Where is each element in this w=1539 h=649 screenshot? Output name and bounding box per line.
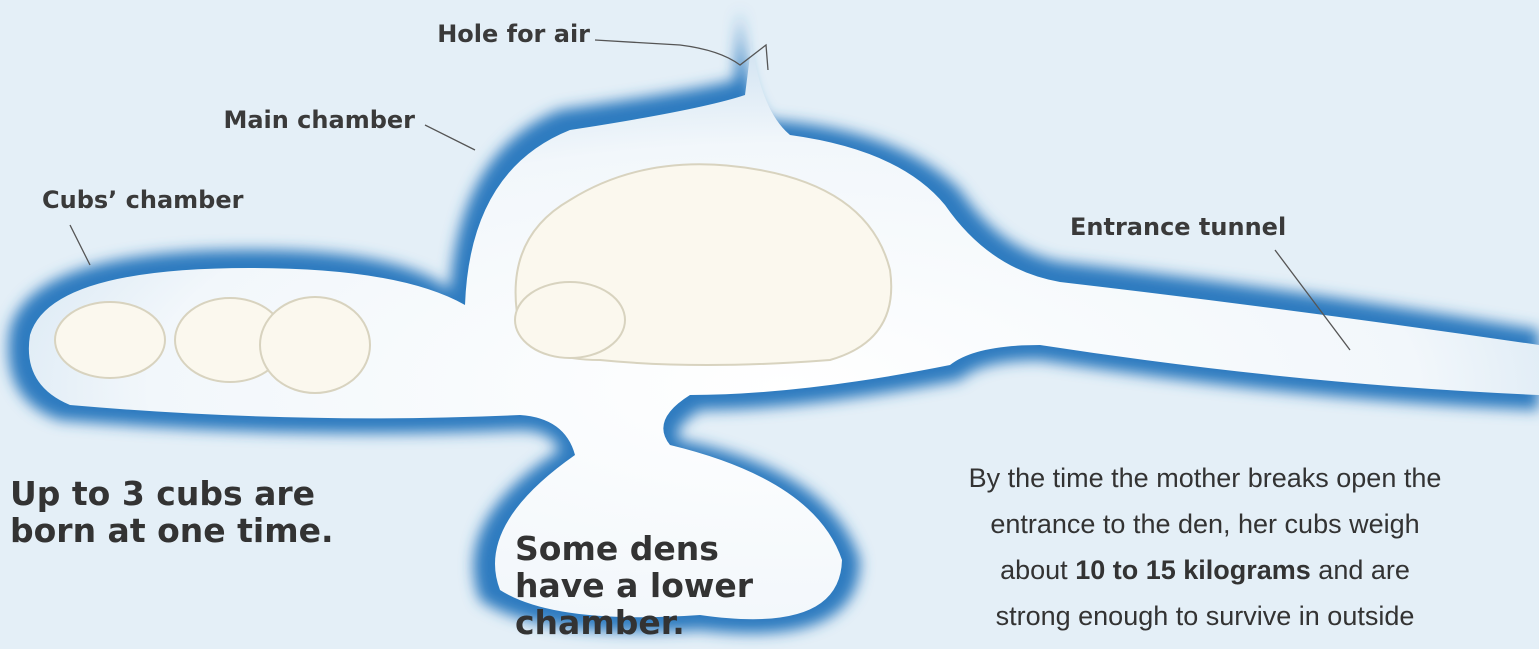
label: Hole for air <box>437 20 590 48</box>
label: Cubs’ chamber <box>42 186 244 214</box>
text: strong enough to survive in outside <box>996 601 1415 631</box>
paragraph-line: By the time the mother breaks open the <box>969 463 1442 493</box>
cubs-caption: Up to 3 cubs are born at one time. <box>10 474 334 550</box>
cub <box>260 297 370 393</box>
text: about <box>1000 555 1075 585</box>
den-diagram: Hole for air Main chamber Cubs’ chamber … <box>0 0 1539 649</box>
cub <box>55 302 165 378</box>
text: By the time the mother breaks open the <box>969 463 1442 493</box>
label: Main chamber <box>223 106 415 134</box>
text: entrance to the den, her cubs weigh <box>990 509 1419 539</box>
mother-head <box>515 282 625 358</box>
bold-text: 10 to 15 kilograms <box>1075 555 1311 585</box>
paragraph-line: about 10 to 15 kilograms and are <box>1000 555 1410 585</box>
paragraph-line: strong enough to survive in outside <box>996 601 1415 631</box>
paragraph-line: entrance to the den, her cubs weigh <box>990 509 1419 539</box>
label: Entrance tunnel <box>1070 213 1286 241</box>
text: and are <box>1311 555 1410 585</box>
